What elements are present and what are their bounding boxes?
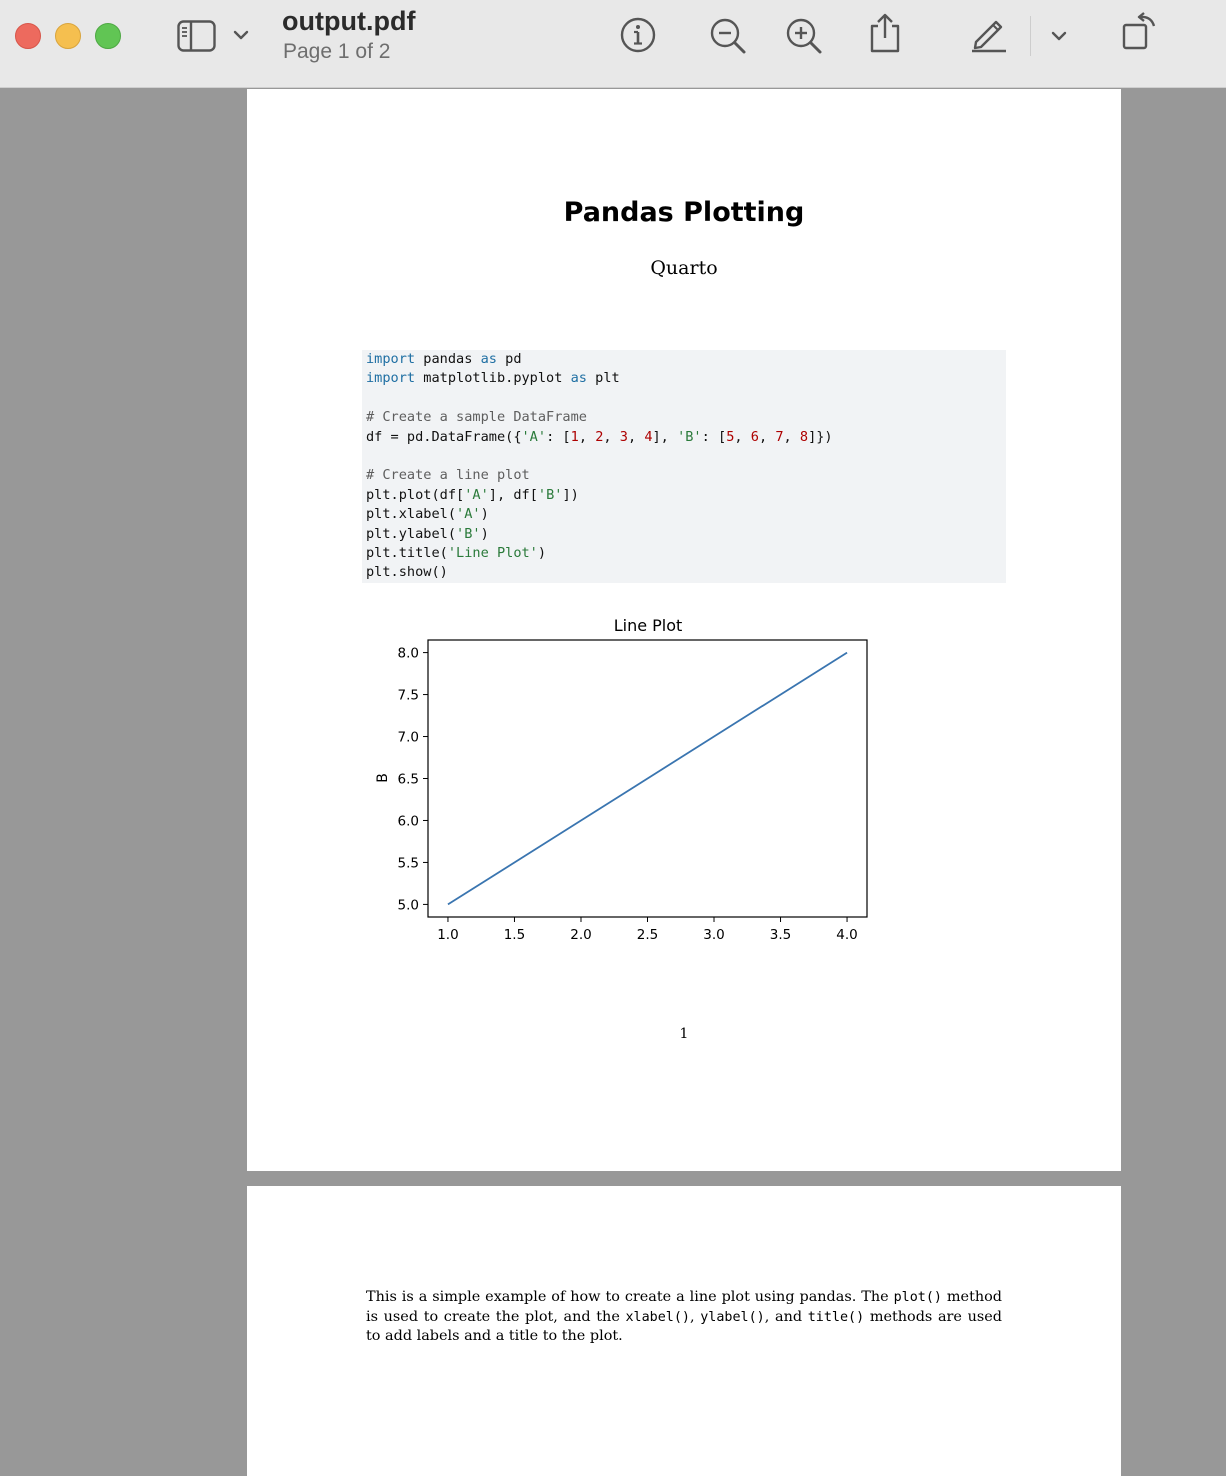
y-axis-label: B (375, 773, 391, 783)
share-icon[interactable] (866, 12, 904, 54)
pdf-page-1: Pandas Plotting Quarto import pandas as … (247, 89, 1121, 1171)
zoom-out-icon[interactable] (708, 16, 748, 56)
code-line: plt.title('Line Plot') (366, 544, 547, 561)
code-block: import pandas as pd import matplotlib.py… (362, 350, 1006, 583)
page-indicator: Page 1 of 2 (283, 40, 391, 63)
code-line: plt.plot(df['A'], df['B']) (366, 486, 579, 503)
code-line: plt.xlabel('A') (366, 506, 489, 523)
axis-ticks: 1.0 1.5 2.0 2.5 3.0 3.5 4.0 5.0 5.5 6.0 6.5 7.0 7.5 8… (398, 646, 858, 939)
body-paragraph: This is a simple example of how to creat… (366, 1289, 1002, 1345)
x-tick-label: 3.0 (703, 927, 724, 939)
code-line: plt.ylabel('B') (366, 525, 489, 542)
series-line-B (447, 651, 848, 906)
chevron-down-icon[interactable] (1050, 29, 1068, 43)
y-tick-label: 7.0 (398, 730, 419, 746)
info-icon[interactable] (619, 16, 657, 54)
x-tick-label: 1.5 (504, 927, 525, 939)
code-line: import matplotlib.pyplot as plt (366, 370, 620, 387)
zoom-window-button[interactable] (95, 23, 121, 49)
page-title: Pandas Plotting (563, 197, 805, 228)
x-tick-label: 2.5 (637, 927, 658, 939)
code-line-blank (366, 389, 1002, 408)
y-tick-label: 5.5 (398, 855, 419, 871)
close-button[interactable] (15, 23, 41, 49)
y-tick-label: 5.0 (398, 897, 419, 913)
code-comment: # Create a sample DataFrame (366, 409, 587, 426)
markup-pen-icon[interactable] (968, 12, 1010, 54)
code-line-blank (366, 447, 1002, 466)
code-comment: # Create a line plot (366, 467, 530, 484)
code-line: plt.show() (366, 564, 448, 581)
sidebar-icon[interactable] (176, 18, 218, 54)
chevron-down-icon[interactable] (232, 28, 250, 42)
x-tick-label: 1.0 (437, 927, 458, 939)
code-line: df = pd.DataFrame({'A': [1, 2, 3, 4], 'B… (366, 428, 833, 445)
toolbar: output.pdf Page 1 of 2 (0, 0, 1226, 88)
page-number: 1 (679, 1026, 689, 1042)
document-author: Quarto (650, 257, 718, 279)
document-title: output.pdf (282, 6, 416, 36)
y-tick-label: 6.0 (398, 813, 419, 829)
y-tick-label: 6.5 (398, 772, 419, 788)
pdf-page-2: This is a simple example of how to creat… (247, 1186, 1121, 1476)
line-plot: Line Plot 1.0 1.5 2.0 2.5 3.0 3.5 4.0 5.0 5.5 6.0… (375, 616, 868, 939)
x-tick-label: 3.5 (770, 927, 791, 939)
x-tick-label: 2.0 (570, 927, 591, 939)
y-tick-label: 8.0 (398, 646, 419, 662)
code-line: import pandas as pd (366, 351, 522, 367)
toolbar-divider (1030, 16, 1031, 56)
x-tick-label: 4.0 (836, 927, 857, 939)
rotate-icon[interactable] (1118, 10, 1160, 52)
chart-title: Line Plot (614, 616, 683, 635)
y-tick-label: 7.5 (398, 688, 419, 704)
minimize-button[interactable] (55, 23, 81, 49)
zoom-in-icon[interactable] (784, 16, 824, 56)
